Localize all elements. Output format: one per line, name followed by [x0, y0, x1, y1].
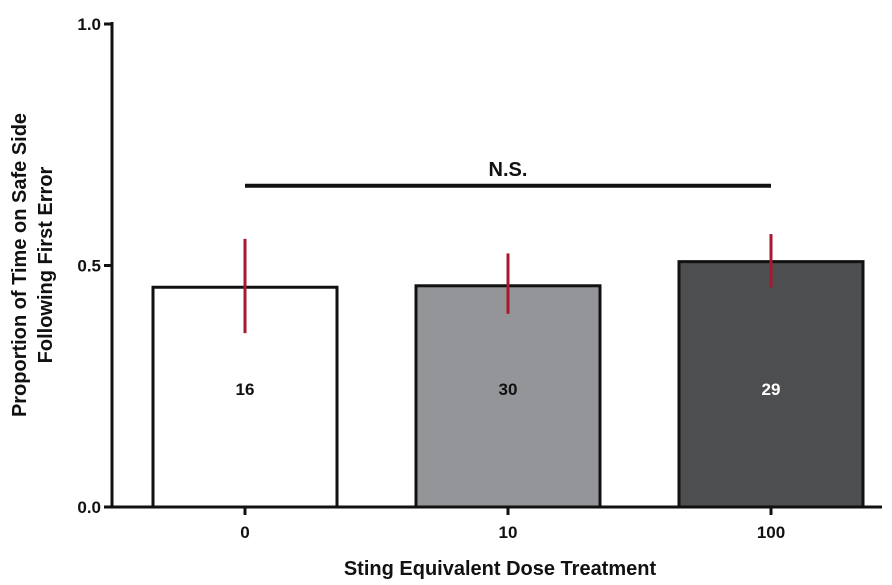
y-axis-title-line-2: Following First Error: [35, 166, 57, 363]
significance-annotation: N.S.: [245, 159, 771, 188]
y-axis-title: Proportion of Time on Safe Side Followin…: [9, 113, 57, 417]
bar-10: [414, 284, 602, 509]
x-tick-label: 100: [757, 523, 785, 542]
bar-count-label: 29: [762, 380, 781, 399]
y-axis: 0.0 0.5 1.0: [77, 15, 114, 517]
y-tick-label: 0.5: [77, 257, 101, 276]
x-tick-label: 0: [240, 523, 249, 542]
x-axis: 0 10 100: [112, 505, 882, 542]
significance-label: N.S.: [489, 159, 528, 181]
bar-count-labels: 16 30 29: [236, 380, 781, 399]
y-tick-label: 0.0: [77, 498, 101, 517]
x-tick-label: 10: [499, 523, 518, 542]
bar-count-label: 16: [236, 380, 255, 399]
x-axis-title: Sting Equivalent Dose Treatment: [344, 558, 657, 580]
y-axis-title-line-1: Proportion of Time on Safe Side: [9, 113, 31, 417]
y-tick-label: 1.0: [77, 15, 101, 34]
bar-100: [677, 260, 865, 509]
bars: [151, 260, 865, 509]
bar-count-label: 30: [499, 380, 518, 399]
error-bars: [243, 234, 773, 334]
